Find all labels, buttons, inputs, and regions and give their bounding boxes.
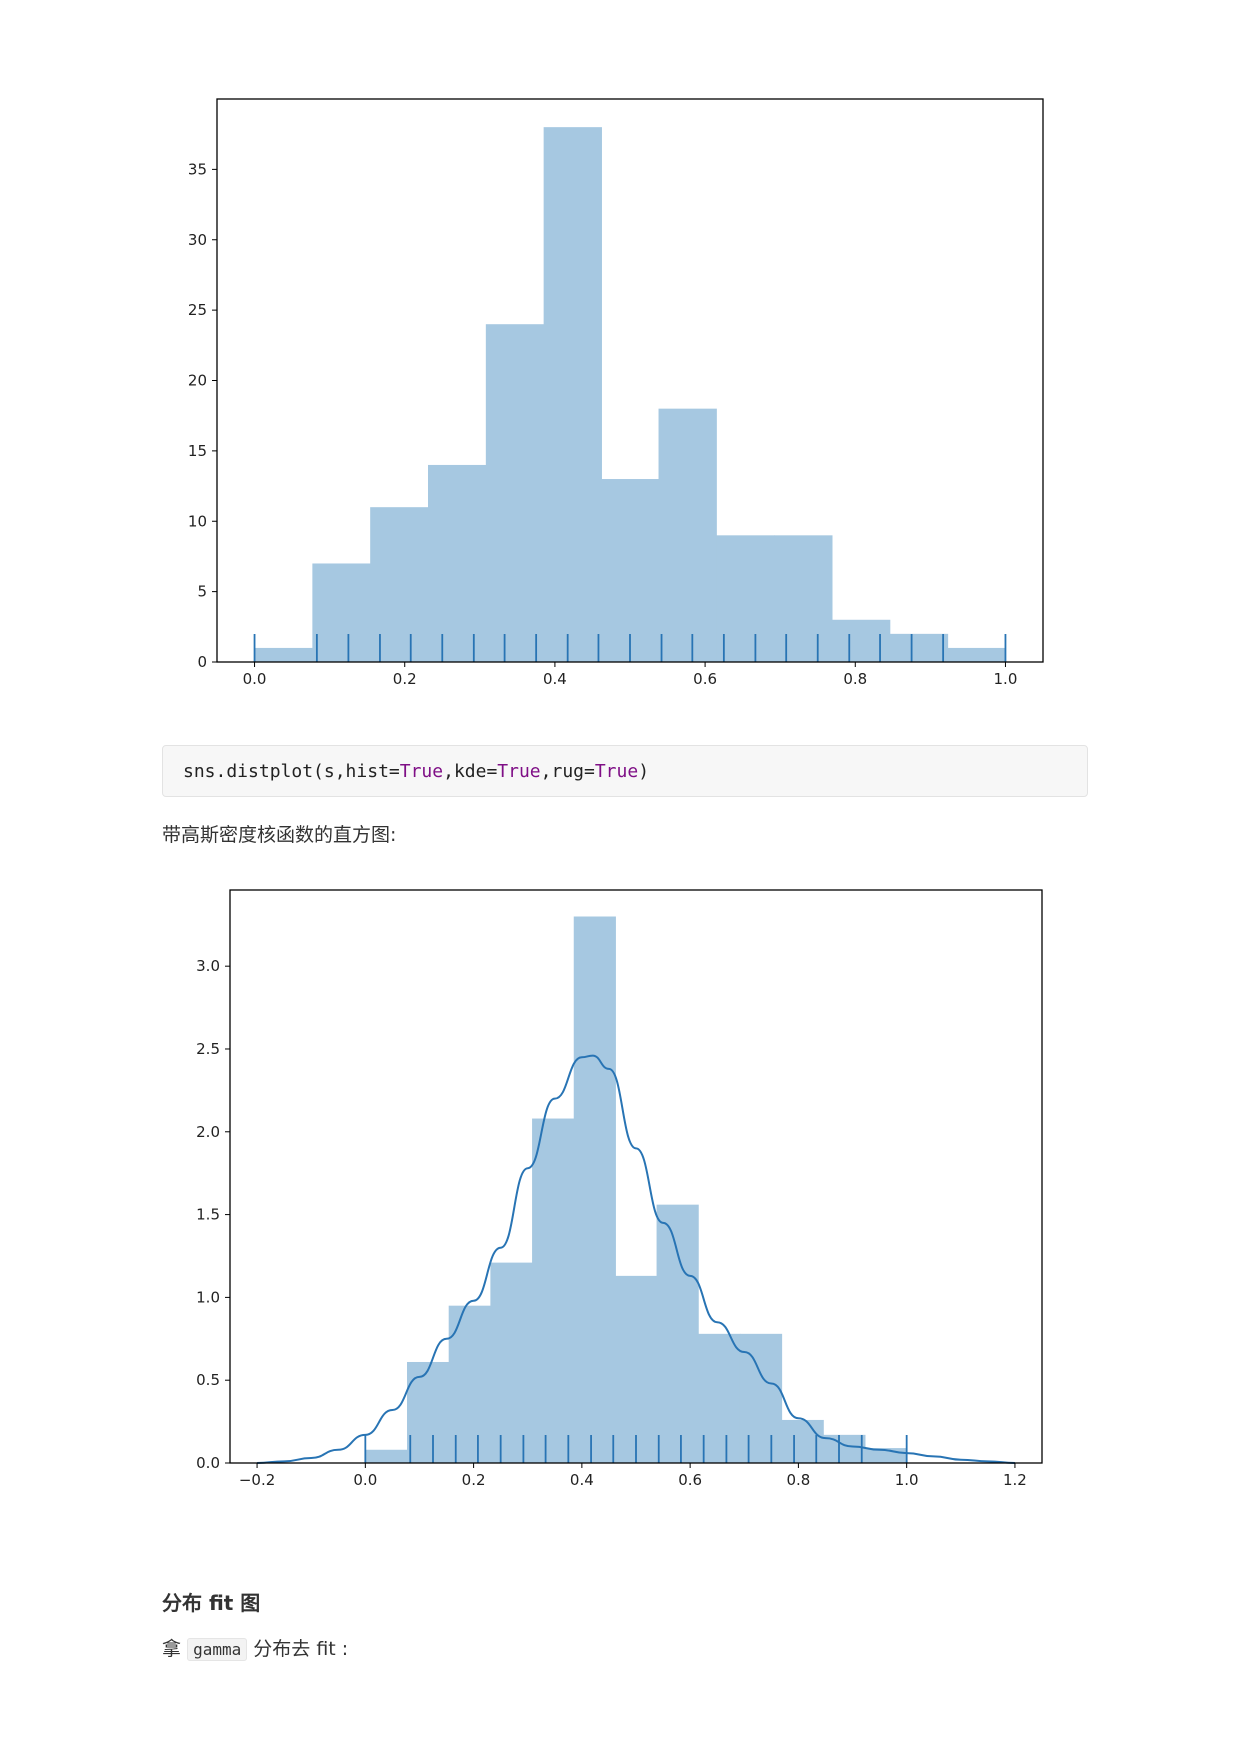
y-tick-label: 20	[188, 372, 207, 390]
histogram-bar	[774, 535, 833, 662]
histogram-bar	[573, 916, 616, 1463]
x-tick-label: 1.2	[1003, 1471, 1027, 1489]
y-tick-label: 1.5	[196, 1206, 220, 1224]
histogram-bar	[947, 647, 1006, 662]
plot-frame	[229, 889, 1043, 1464]
x-tick-label: 0.6	[678, 1471, 702, 1489]
kde-caption: 带高斯密度核函数的直方图:	[162, 824, 397, 846]
histogram-bar	[254, 647, 313, 662]
section-heading: 分布 fit 图	[162, 1591, 261, 1615]
histogram-bar	[739, 1333, 783, 1463]
histogram-bar	[698, 1333, 741, 1463]
y-tick-label: 35	[188, 160, 207, 178]
histogram-bar	[658, 408, 717, 662]
histogram-bar	[716, 535, 775, 662]
histogram-bar	[615, 1275, 658, 1463]
inline-code-gamma: gamma	[187, 1638, 248, 1661]
histogram-bar	[601, 479, 660, 662]
histogram-bar	[485, 324, 545, 662]
x-tick-label: 0.0	[243, 670, 267, 688]
y-tick-label: 2.0	[196, 1123, 220, 1141]
code-block: sns.distplot(s,hist=True,kde=True,rug=Tr…	[162, 745, 1088, 797]
y-tick-label: 0.0	[196, 1454, 220, 1472]
y-tick-label: 5	[197, 583, 207, 601]
histogram-bar	[532, 1118, 575, 1463]
x-axis: −0.2 0.0 0.2 0.4 0.6 0.8 1.0 1.2	[239, 1463, 1027, 1489]
rug-layer	[253, 634, 1007, 662]
x-tick-label: 0.6	[693, 670, 717, 688]
x-tick-label: 0.8	[786, 1471, 810, 1489]
histogram-bar	[312, 563, 371, 662]
x-tick-label: 0.0	[353, 1471, 377, 1489]
kde-histogram-chart: 0.0 0.5 1.0 1.5 2.0 2.5 3.0 −0.2 0.0 0.2 0.4 0.6 0.…	[196, 889, 1043, 1489]
histogram-bar	[365, 1449, 408, 1463]
y-tick-label: 2.5	[196, 1040, 220, 1058]
x-tick-label: −0.2	[239, 1471, 275, 1489]
bars-layer	[254, 127, 1006, 662]
histogram-bar	[490, 1262, 533, 1463]
histogram-bar	[656, 1204, 699, 1463]
x-axis: 0.0 0.2 0.4 0.6 0.8 1.0	[243, 662, 1018, 688]
histogram-rug-chart: 0 5 10 15 20 25 30 35 0.0 0.2 0.4 0.6 0.8 1.0	[188, 98, 1044, 688]
y-tick-label: 15	[188, 442, 207, 460]
histogram-bar	[889, 633, 949, 662]
code-keyword-true: True	[594, 760, 639, 782]
histogram-bar	[543, 127, 602, 662]
bars-layer	[365, 916, 908, 1463]
x-tick-label: 0.4	[570, 1471, 594, 1489]
histogram-bar	[370, 507, 429, 662]
x-tick-label: 0.8	[843, 670, 867, 688]
fit-prefix: 拿	[162, 1638, 182, 1660]
x-tick-label: 0.4	[543, 670, 567, 688]
x-tick-label: 0.2	[393, 670, 417, 688]
histogram-bar	[428, 464, 487, 662]
kde-curve	[257, 1054, 1015, 1464]
histogram-bar	[407, 1361, 450, 1463]
x-tick-label: 0.2	[462, 1471, 486, 1489]
y-tick-label: 1.0	[196, 1288, 220, 1306]
histogram-bar	[831, 619, 891, 662]
x-tick-label: 1.0	[994, 670, 1018, 688]
fit-paragraph: 拿 gamma 分布去 fit :	[162, 1634, 348, 1661]
x-tick-label: 1.0	[895, 1471, 919, 1489]
y-axis: 0 5 10 15 20 25 30 35	[188, 160, 217, 671]
code-keyword-true: True	[399, 760, 444, 782]
y-tick-label: 30	[188, 231, 207, 249]
code-keyword-true: True	[497, 760, 541, 782]
y-tick-label: 25	[188, 301, 207, 319]
code-text: sns.distplot(s,hist=True,kde=True,rug=Tr…	[183, 760, 650, 782]
fit-suffix: 分布去 fit :	[253, 1638, 349, 1660]
y-tick-label: 0.5	[196, 1371, 220, 1389]
y-axis: 0.0 0.5 1.0 1.5 2.0 2.5 3.0	[196, 957, 230, 1472]
y-tick-label: 0	[197, 653, 207, 671]
y-tick-label: 10	[188, 512, 207, 530]
rug-layer	[364, 1435, 908, 1463]
histogram-bar	[781, 1419, 824, 1463]
y-tick-label: 3.0	[196, 957, 220, 975]
